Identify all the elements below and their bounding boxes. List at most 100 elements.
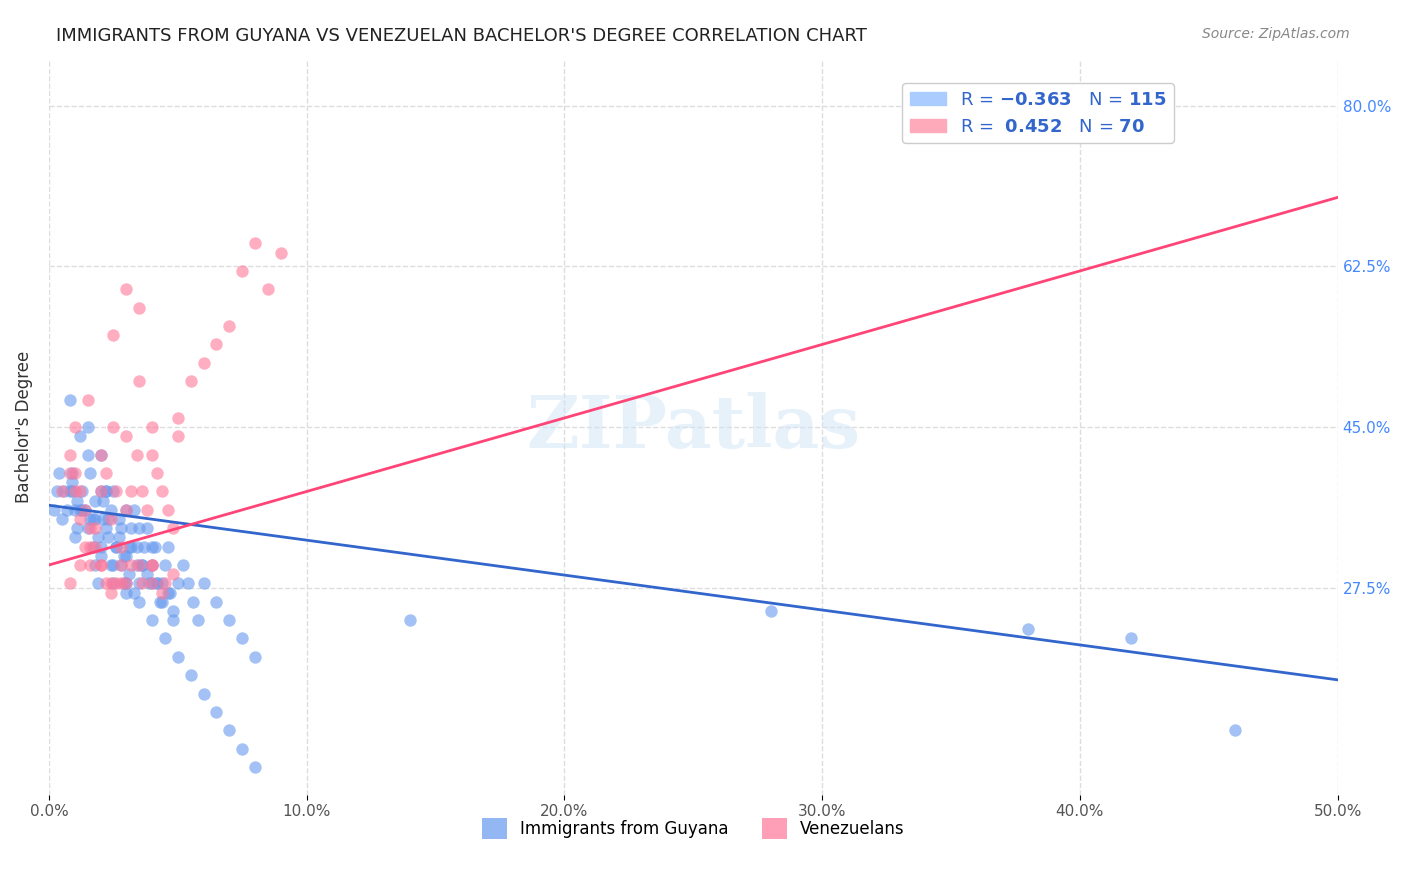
Point — [205, 595, 228, 609]
Point — [135, 503, 157, 517]
Point — [120, 540, 142, 554]
Point — [218, 319, 240, 334]
Point — [76, 420, 98, 434]
Point — [166, 429, 188, 443]
Point — [146, 576, 169, 591]
Point — [141, 420, 163, 434]
Point — [69, 512, 91, 526]
Point — [115, 429, 138, 443]
Point — [125, 558, 148, 572]
Point — [759, 604, 782, 618]
Point — [128, 301, 150, 315]
Point — [120, 484, 142, 499]
Point — [150, 595, 173, 609]
Point — [115, 585, 138, 599]
Point — [135, 521, 157, 535]
Point — [45, 484, 67, 499]
Point — [94, 576, 117, 591]
Point — [94, 484, 117, 499]
Point — [128, 595, 150, 609]
Point — [110, 540, 132, 554]
Point — [89, 549, 111, 563]
Point — [166, 411, 188, 425]
Point — [103, 558, 125, 572]
Point — [134, 540, 156, 554]
Point — [42, 503, 65, 517]
Point — [51, 484, 73, 499]
Point — [103, 328, 125, 343]
Point — [107, 530, 129, 544]
Point — [58, 466, 80, 480]
Point — [141, 558, 163, 572]
Point — [128, 374, 150, 388]
Point — [58, 576, 80, 591]
Point — [89, 558, 111, 572]
Point — [73, 540, 96, 554]
Point — [135, 567, 157, 582]
Point — [91, 512, 114, 526]
Point — [79, 466, 101, 480]
Point — [162, 567, 184, 582]
Point — [159, 585, 181, 599]
Point — [131, 558, 153, 572]
Point — [79, 558, 101, 572]
Point — [162, 604, 184, 618]
Point — [118, 567, 141, 582]
Point — [218, 723, 240, 738]
Point — [243, 236, 266, 251]
Point — [166, 576, 188, 591]
Point — [69, 558, 91, 572]
Point — [100, 585, 122, 599]
Point — [73, 503, 96, 517]
Point — [51, 512, 73, 526]
Point — [53, 484, 76, 499]
Point — [138, 576, 160, 591]
Point — [84, 558, 107, 572]
Point — [89, 558, 111, 572]
Point — [143, 540, 166, 554]
Point — [91, 493, 114, 508]
Point — [146, 576, 169, 591]
Point — [120, 558, 142, 572]
Point — [56, 503, 79, 517]
Point — [141, 613, 163, 627]
Point — [257, 282, 280, 296]
Point — [162, 613, 184, 627]
Point — [112, 576, 135, 591]
Point — [153, 632, 176, 646]
Point — [141, 540, 163, 554]
Point — [231, 632, 253, 646]
Point — [153, 576, 176, 591]
Point — [205, 705, 228, 719]
Point — [166, 649, 188, 664]
Point — [100, 558, 122, 572]
Point — [58, 484, 80, 499]
Point — [156, 585, 179, 599]
Point — [89, 448, 111, 462]
Point — [104, 540, 127, 554]
Point — [118, 540, 141, 554]
Point — [84, 493, 107, 508]
Point — [122, 585, 145, 599]
Point — [149, 595, 172, 609]
Point — [97, 512, 120, 526]
Point — [231, 741, 253, 756]
Point — [84, 512, 107, 526]
Point — [141, 448, 163, 462]
Point — [84, 540, 107, 554]
Point — [146, 466, 169, 480]
Point — [104, 540, 127, 554]
Point — [103, 420, 125, 434]
Point — [100, 576, 122, 591]
Point — [115, 576, 138, 591]
Point — [205, 337, 228, 351]
Point — [76, 392, 98, 407]
Point — [172, 558, 194, 572]
Point — [63, 530, 86, 544]
Point — [82, 540, 104, 554]
Point — [60, 475, 83, 490]
Point — [115, 576, 138, 591]
Point — [73, 503, 96, 517]
Point — [66, 493, 89, 508]
Point — [60, 484, 83, 499]
